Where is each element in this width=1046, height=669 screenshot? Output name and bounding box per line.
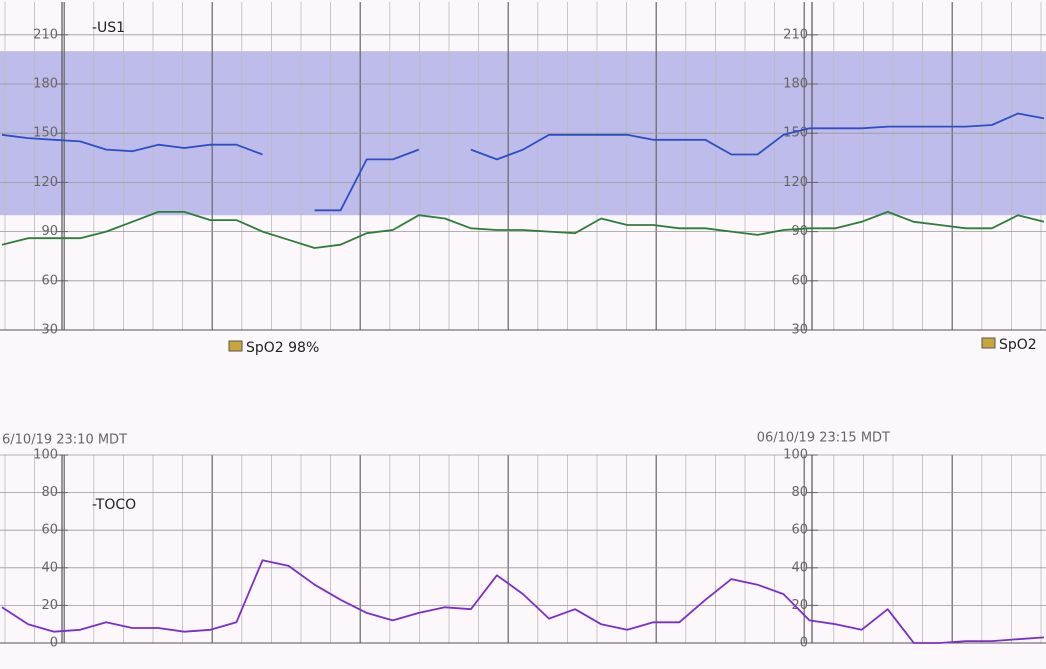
timestamp: 6/10/19 23:10 MDT [2,433,127,448]
y-tick-label: 40 [41,560,58,575]
y-tick-label: 60 [791,523,808,538]
y-tick-label: 90 [41,224,58,239]
timestamp: 06/10/19 23:15 MDT [757,431,890,446]
y-tick-label: 180 [33,77,58,92]
y-tick-label: 100 [783,448,808,463]
y-tick-label: 210 [783,27,808,42]
y-tick-label: 120 [33,175,58,190]
y-tick-label: 60 [41,523,58,538]
trace [1,211,1045,249]
toco-label: -TOCO [92,497,136,513]
y-tick-label: 40 [791,560,808,575]
folder-icon [981,337,996,349]
trace [1,112,1045,212]
y-tick-label: 60 [41,273,58,288]
y-tick-label: 100 [33,448,58,463]
y-tick-label: 90 [791,224,808,239]
y-tick-label: 210 [33,27,58,42]
spo2-label: SpO2 [999,337,1037,353]
y-tick-label: 60 [791,273,808,288]
y-tick-label: 80 [791,485,808,500]
y-tick-label: 20 [41,598,58,613]
folder-icon [228,340,243,352]
trace [1,559,1045,644]
y-tick-label: 120 [783,175,808,190]
spo2-label: SpO2 98% [246,340,319,356]
y-tick-label: 80 [41,485,58,500]
y-tick-label: 20 [791,598,808,613]
y-tick-label: 150 [33,126,58,141]
us1-label: -US1 [92,20,125,36]
y-tick-label: 180 [783,77,808,92]
